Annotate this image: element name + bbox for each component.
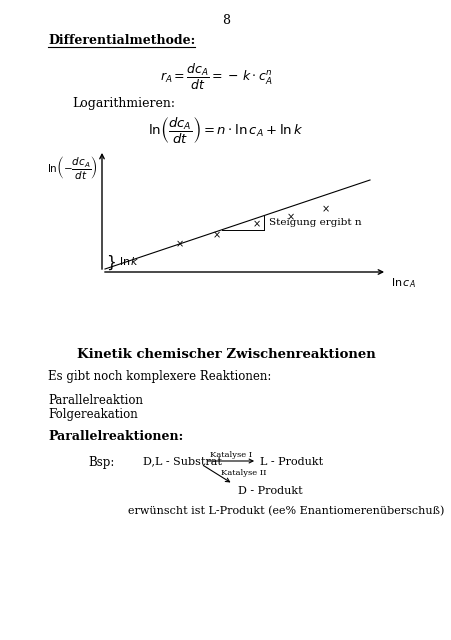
Text: $\ln c_A$: $\ln c_A$ <box>390 276 415 290</box>
Text: $\ln k$: $\ln k$ <box>119 255 139 267</box>
Text: L - Produkt: L - Produkt <box>259 457 322 467</box>
Text: Katalyse I: Katalyse I <box>209 451 252 459</box>
Text: $\times$: $\times$ <box>251 220 260 230</box>
Text: erwünscht ist L-Produkt (ee% Enantiomerenüberschuß): erwünscht ist L-Produkt (ee% Enantiomere… <box>128 506 443 516</box>
Text: $\}$: $\}$ <box>106 254 115 272</box>
Text: Differentialmethode:: Differentialmethode: <box>48 34 195 47</box>
Text: Logarithmieren:: Logarithmieren: <box>72 97 175 110</box>
Text: Kinetik chemischer Zwischenreaktionen: Kinetik chemischer Zwischenreaktionen <box>77 348 374 361</box>
Text: Steigung ergibt n: Steigung ergibt n <box>268 218 361 227</box>
Text: Katalyse II: Katalyse II <box>221 469 266 477</box>
Text: Parallelreaktionen:: Parallelreaktionen: <box>48 430 183 443</box>
Text: $\times$: $\times$ <box>175 239 183 249</box>
Text: D - Produkt: D - Produkt <box>238 486 302 496</box>
Text: $\times$: $\times$ <box>285 212 294 223</box>
Text: $\times$: $\times$ <box>212 230 220 241</box>
Text: D,L - Substrat: D,L - Substrat <box>143 456 221 466</box>
Text: $r_A = \dfrac{dc_A}{dt} = -\,k \cdot c_A^n$: $r_A = \dfrac{dc_A}{dt} = -\,k \cdot c_A… <box>160 62 272 92</box>
Text: Folgereakation: Folgereakation <box>48 408 138 421</box>
Text: Es gibt noch komplexere Reaktionen:: Es gibt noch komplexere Reaktionen: <box>48 370 271 383</box>
Text: $\ln\!\left(\dfrac{dc_A}{dt}\right) = n \cdot \ln c_A + \ln k$: $\ln\!\left(\dfrac{dc_A}{dt}\right) = n … <box>147 116 303 146</box>
Text: $\times$: $\times$ <box>320 204 329 214</box>
Text: 8: 8 <box>221 14 230 27</box>
Text: Parallelreaktion: Parallelreaktion <box>48 394 143 407</box>
Text: Bsp:: Bsp: <box>88 456 114 469</box>
Text: $\ln\!\left(-\dfrac{dc_A}{dt}\right)$: $\ln\!\left(-\dfrac{dc_A}{dt}\right)$ <box>47 154 98 181</box>
